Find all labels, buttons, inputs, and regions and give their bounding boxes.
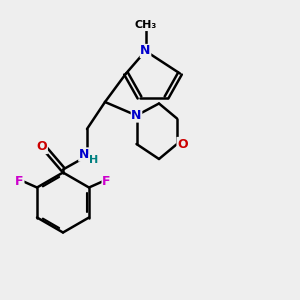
Text: N: N	[131, 109, 142, 122]
Text: O: O	[177, 137, 188, 151]
Text: F: F	[15, 175, 24, 188]
Text: O: O	[37, 140, 47, 154]
Text: F: F	[102, 175, 111, 188]
Text: CH₃: CH₃	[134, 20, 157, 31]
Text: H: H	[89, 154, 98, 165]
Text: N: N	[140, 44, 151, 58]
Text: N: N	[79, 148, 89, 161]
